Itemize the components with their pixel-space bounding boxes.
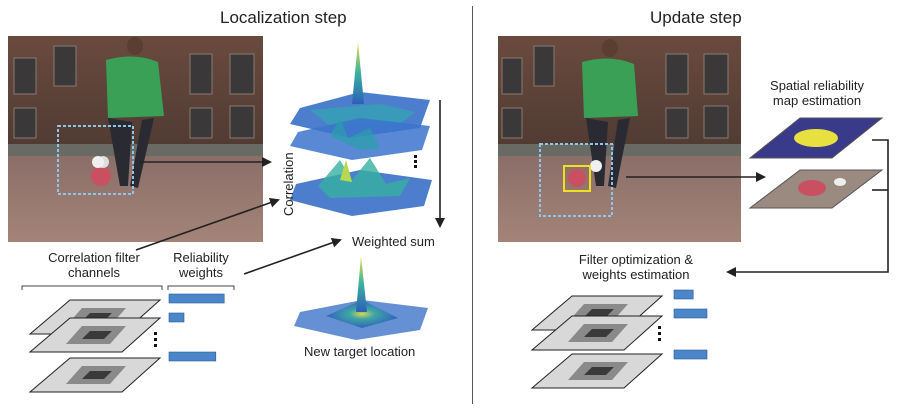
weights-bracket xyxy=(167,285,235,290)
spatial-reliability-label-line2: map estimation xyxy=(772,93,862,108)
reliability-weights-label: Reliability weights xyxy=(164,250,238,280)
left-weight-bar-1 xyxy=(168,293,225,304)
correlation-surface-combined xyxy=(294,256,428,340)
filter-optimization-label-line2: weights estimation xyxy=(582,267,690,282)
reliability-weights-label-line2: weights xyxy=(178,265,224,280)
filters-bracket xyxy=(21,285,163,290)
left-weight-bar-2 xyxy=(168,312,185,323)
right-filter-channel-2 xyxy=(530,315,664,351)
update-step-title: Update step xyxy=(650,8,742,27)
weights-to-sum-arrow xyxy=(243,237,342,275)
reliability-weights-label-line1: Reliability xyxy=(173,250,229,265)
filter-optimization-label-line1: Filter optimization & xyxy=(578,252,694,267)
spatial-reliability-map xyxy=(748,117,884,159)
left-filter-channel-2 xyxy=(28,317,162,353)
correlation-surface-3 xyxy=(290,158,432,216)
surfaces-ellipsis xyxy=(414,155,417,168)
left-weight-bar-3 xyxy=(168,351,217,362)
map-to-optimization-arrow xyxy=(726,139,889,277)
right-filter-channel-3 xyxy=(530,353,664,389)
filter-optimization-label: Filter optimization & weights estimation xyxy=(556,252,716,282)
filter-channels-label-line2: channels xyxy=(67,265,121,280)
left-filters-ellipsis xyxy=(154,332,157,347)
filters-to-correlation-arrow xyxy=(135,197,280,251)
filter-channels-label-line1: Correlation filter xyxy=(48,250,140,265)
panel-divider xyxy=(472,6,473,404)
right-video-frame xyxy=(498,36,741,242)
spatial-reliability-label: Spatial reliability map estimation xyxy=(752,78,882,108)
correlation-surface-2 xyxy=(290,118,430,160)
target-patch-map xyxy=(748,169,884,209)
weighted-sum-label: Weighted sum xyxy=(352,234,435,249)
new-target-location-label: New target location xyxy=(304,344,416,359)
right-weight-bar-2 xyxy=(673,308,708,319)
filter-channels-label: Correlation filter channels xyxy=(34,250,154,280)
spatial-reliability-label-line1: Spatial reliability xyxy=(770,78,864,93)
right-weight-bar-1 xyxy=(673,289,694,300)
left-filter-channel-3 xyxy=(28,357,162,393)
right-weight-bar-3 xyxy=(673,349,708,360)
correlation-label: Correlation xyxy=(281,152,296,216)
localization-step-title: Localization step xyxy=(220,8,347,27)
left-video-frame xyxy=(8,36,263,242)
right-filters-ellipsis xyxy=(658,326,661,341)
